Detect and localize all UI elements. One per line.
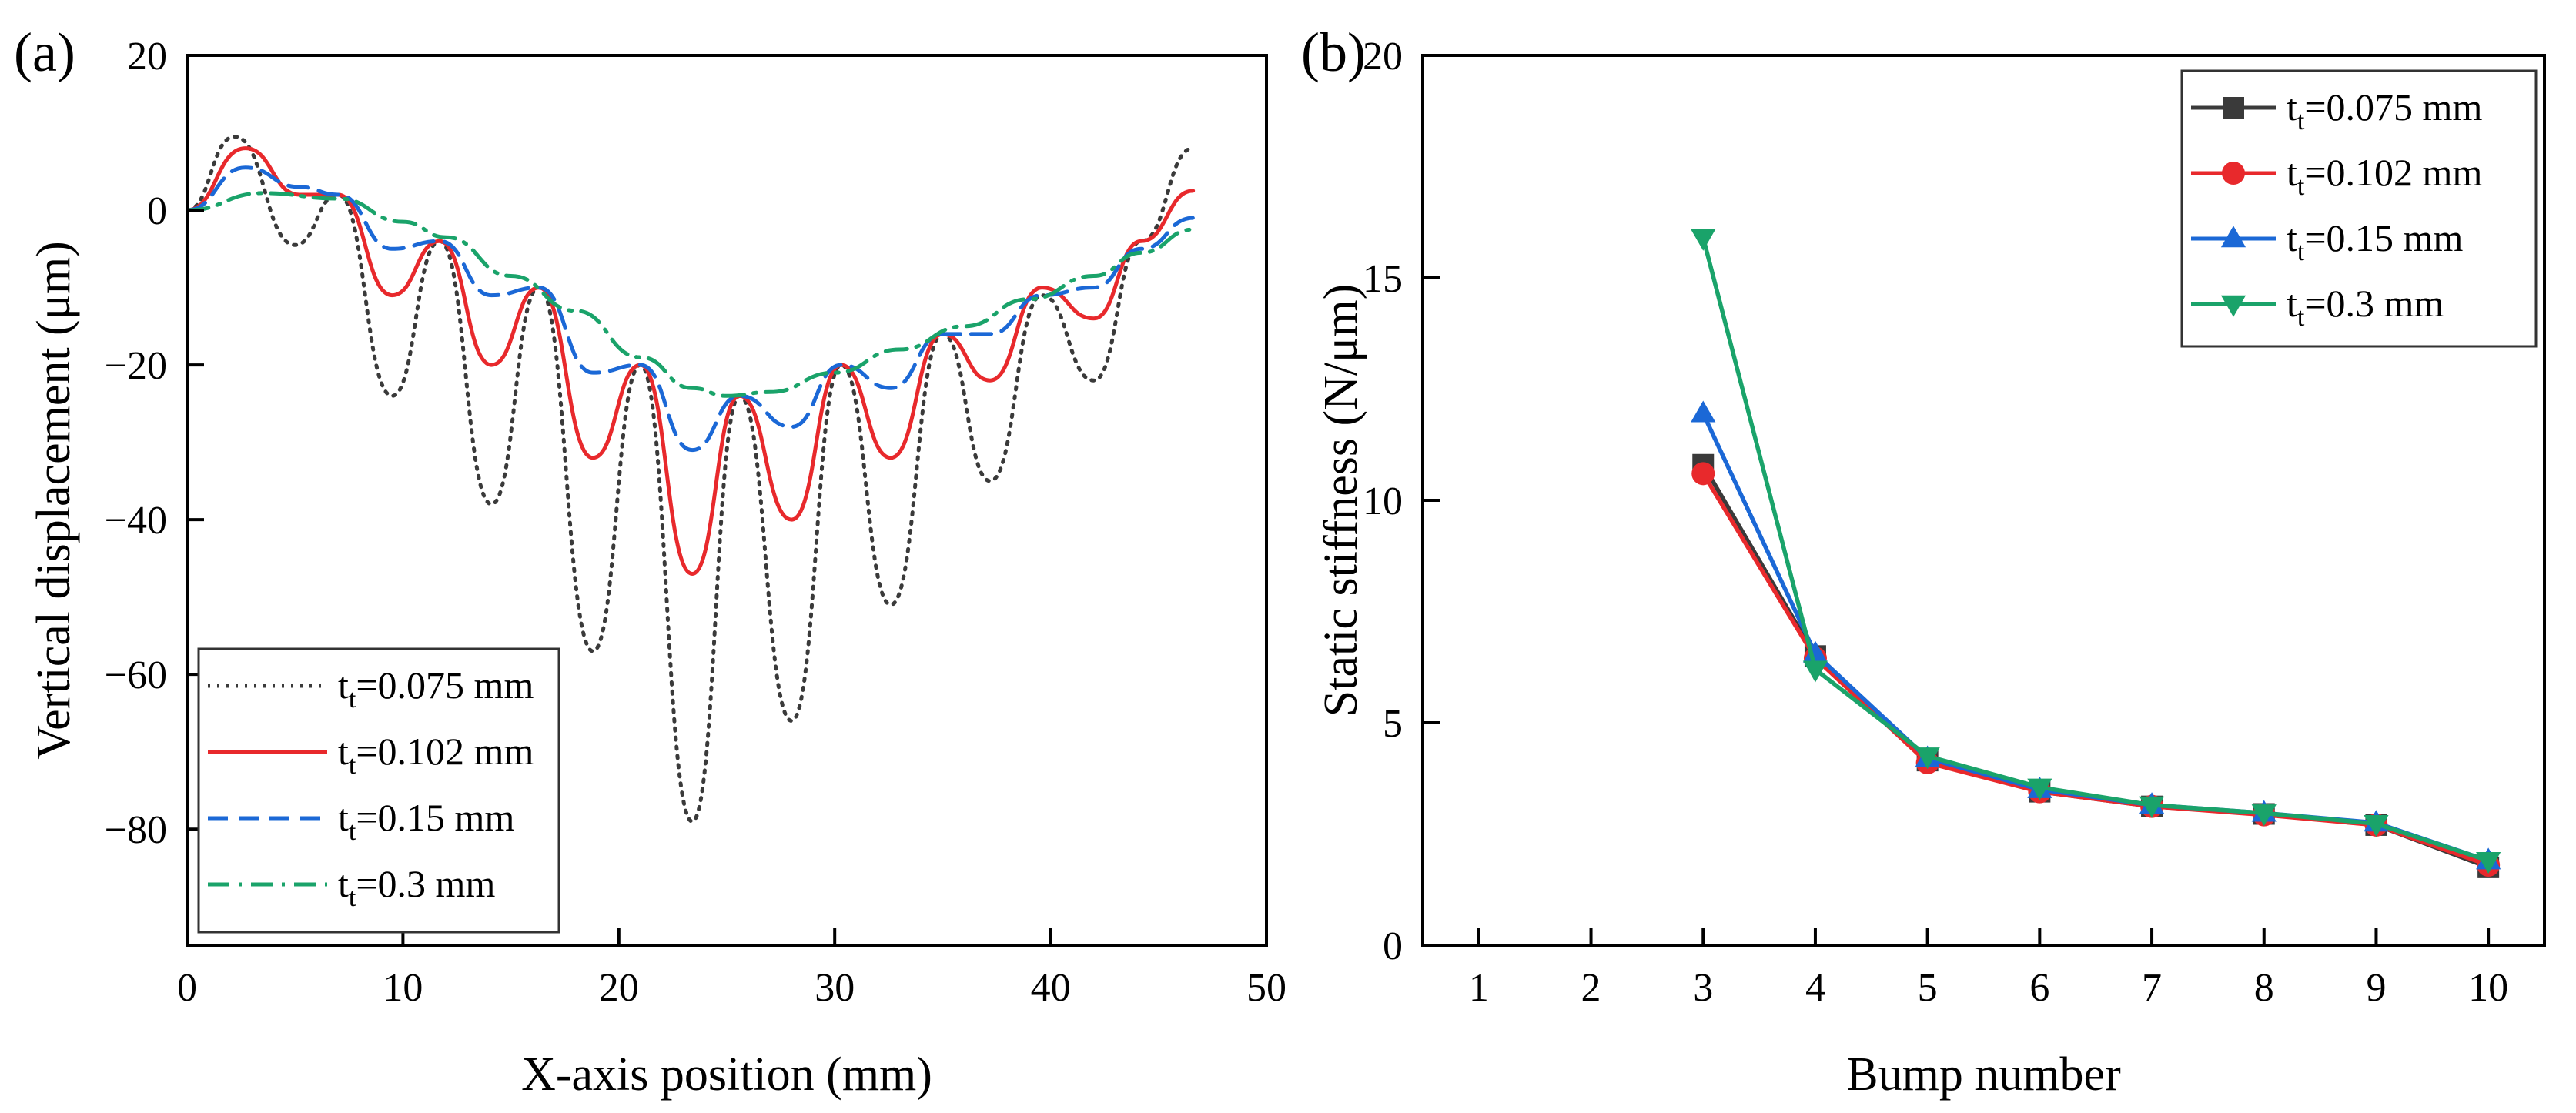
legend-label-0: tt=0.075 mm	[2287, 85, 2482, 135]
y-tick-label-1: 5	[1383, 702, 1403, 746]
legend-label-rest: =0.102 mm	[356, 730, 534, 773]
legend-label-main: t	[2287, 85, 2297, 129]
legend-label-2: tt=0.15 mm	[2287, 216, 2463, 266]
series-3-point-2	[1915, 747, 1940, 770]
legend-marker-3	[2220, 295, 2246, 317]
legend-label-subscript: t	[2297, 303, 2305, 332]
x-tick-label-0: 1	[1469, 966, 1489, 1010]
chart-panel-b: 1 2 3 4 5 6 7 8 9 10 0 5 10 15 20 Bump number Static sti…	[1301, 22, 2546, 1101]
panel-label: (a)	[14, 22, 75, 83]
legend-label-2: tt=0.15 mm	[338, 796, 514, 846]
legend-label-rest: =0.15 mm	[2304, 216, 2463, 259]
x-tick-label-5: 50	[1246, 966, 1286, 1010]
y-tick-label-0: 20	[127, 35, 167, 79]
legend-label-subscript: t	[349, 884, 356, 912]
y-axis-title: Vertical displacement (μm)	[28, 241, 80, 760]
series-line-1	[187, 146, 1196, 576]
x-axis-title: X-axis position (mm)	[521, 1048, 932, 1101]
x-tick-label-1: 10	[383, 966, 423, 1010]
series-line-3	[1701, 236, 2491, 863]
legend-label-1: tt=0.102 mm	[338, 730, 534, 780]
y-tick-label-3: 15	[1363, 257, 1403, 301]
legend-label-subscript: t	[2297, 172, 2305, 201]
legend-label-rest: =0.075 mm	[356, 663, 534, 707]
x-tick-label-3: 4	[1805, 966, 1825, 1010]
series-3-point-6	[2364, 815, 2389, 837]
legend-label-3: tt=0.3 mm	[2287, 282, 2444, 332]
series-3-point-3	[2027, 778, 2052, 800]
legend-label-rest: =0.3 mm	[356, 862, 495, 905]
plot-area	[1691, 229, 2501, 878]
x-tick-label-2: 3	[1693, 966, 1713, 1010]
legend-marker-2	[2220, 226, 2246, 248]
x-tick-label-7: 8	[2254, 966, 2274, 1010]
y-tick-label-1: 0	[147, 189, 167, 233]
x-tick-label-5: 6	[2029, 966, 2049, 1010]
legend-label-main: t	[338, 730, 349, 773]
series-line-2	[1701, 411, 2491, 863]
series-2-point-0	[1691, 400, 1716, 423]
x-tick-label-2: 20	[599, 966, 639, 1010]
legend-label-rest: =0.15 mm	[356, 796, 514, 839]
x-tick-label-0: 0	[177, 966, 197, 1010]
x-tick-label-6: 7	[2142, 966, 2162, 1010]
series-line-0	[187, 135, 1196, 824]
legend-label-subscript: t	[349, 685, 356, 714]
legend-label-3: tt=0.3 mm	[338, 862, 495, 912]
series-3-point-0	[1691, 229, 1716, 251]
x-tick-label-8: 9	[2366, 966, 2386, 1010]
legend-label-subscript: t	[349, 817, 356, 846]
legend-label-rest: =0.3 mm	[2304, 282, 2444, 325]
legend-label-rest: =0.102 mm	[2304, 151, 2482, 194]
legend-label-main: t	[2287, 151, 2297, 194]
series-3-point-5	[2251, 804, 2277, 827]
series-2-point-1	[1802, 640, 1828, 663]
legend-marker-1	[2222, 162, 2245, 185]
y-tick-label-2: 10	[1363, 480, 1403, 523]
chart-panel-a: 0 10 20 30 40 50 20 0 −20 −40 −60 −80 X-axis positio…	[14, 22, 1286, 1101]
series-3-point-1	[1802, 660, 1828, 683]
legend-label-subscript: t	[2297, 107, 2305, 135]
series-1-point-0	[1691, 462, 1715, 486]
x-tick-label-4: 40	[1031, 966, 1071, 1010]
y-tick-label-5: −80	[105, 808, 167, 852]
legend-marker-0	[2223, 97, 2244, 119]
legend-label-rest: =0.075 mm	[2304, 85, 2482, 129]
legend-label-main: t	[338, 796, 349, 839]
series-line-3	[187, 191, 1196, 398]
y-tick-label-2: −20	[105, 344, 167, 388]
y-axis-title: Static stiffness (N/μm)	[1315, 284, 1367, 717]
x-axis-title: Bump number	[1846, 1048, 2121, 1101]
legend-label-1: tt=0.102 mm	[2287, 151, 2482, 201]
legend-label-main: t	[2287, 216, 2297, 259]
x-tick-label-4: 5	[1918, 966, 1938, 1010]
y-tick-label-0: 0	[1383, 924, 1403, 968]
legend-label-main: t	[338, 862, 349, 905]
y-tick-label-3: −40	[105, 499, 167, 543]
series-3-point-4	[2139, 796, 2165, 818]
y-tick-label-4: 20	[1363, 35, 1403, 79]
panel-label: (b)	[1301, 22, 1366, 83]
legend-label-subscript: t	[349, 751, 356, 780]
legend-label-main: t	[338, 663, 349, 707]
legend-label-main: t	[2287, 282, 2297, 325]
series-3-point-7	[2476, 851, 2501, 874]
plot-frame	[186, 54, 1268, 947]
y-tick-label-4: −60	[105, 653, 167, 697]
plot-area	[187, 135, 1196, 824]
legend-label-subscript: t	[2297, 238, 2305, 266]
x-tick-label-3: 30	[815, 966, 855, 1010]
series-line-2	[187, 165, 1196, 453]
legend-label-0: tt=0.075 mm	[338, 663, 534, 714]
x-tick-label-1: 2	[1581, 966, 1601, 1010]
x-tick-label-9: 10	[2468, 966, 2508, 1010]
